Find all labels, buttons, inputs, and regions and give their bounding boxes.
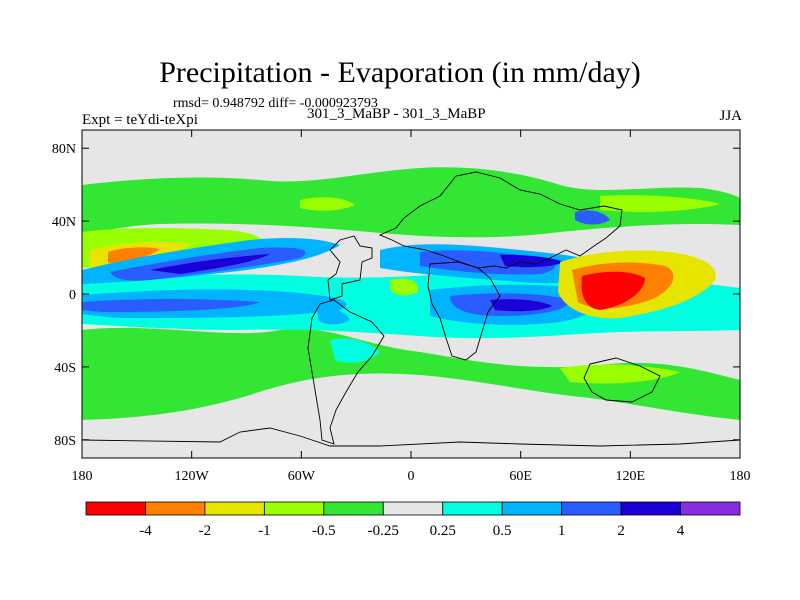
colorbar-swatch [145, 501, 206, 516]
lon-tick-label: 180 [72, 469, 93, 484]
lat-tick-label: 40S [54, 361, 76, 376]
contour-region [300, 197, 355, 211]
contour-fields [82, 167, 740, 420]
colorbar-label: 4 [677, 523, 685, 539]
lon-tick-label: 120E [616, 469, 646, 484]
lat-tick-label: 80S [54, 434, 76, 449]
lon-tick-label: 120W [175, 469, 210, 484]
latitude-axis: 80N 40N 0 40S 80S [52, 142, 740, 449]
contour-region [318, 309, 350, 325]
africa-outline [427, 261, 501, 361]
colorbar-swatch [85, 501, 146, 516]
colorbar-label: -4 [139, 523, 152, 539]
colorbar: -4 -2 -1 -0.5 -0.25 0.25 0.5 1 2 4 [85, 501, 741, 539]
contour-region [600, 195, 720, 212]
colorbar-swatch [680, 501, 741, 516]
colorbar-swatch [442, 501, 503, 516]
lat-tick-label: 0 [69, 288, 76, 303]
colorbar-label: -0.5 [312, 523, 336, 539]
experiment-label: Expt = teYdi-teXpi [82, 112, 198, 128]
lon-tick-label: 60E [509, 469, 532, 484]
colorbar-label: 2 [617, 523, 625, 539]
colorbar-swatch [620, 501, 681, 516]
lon-tick-label: 0 [408, 469, 415, 484]
plot-title: Precipitation - Evaporation (in mm/day) [159, 56, 641, 89]
contour-region [330, 338, 380, 363]
season-label: JJA [719, 108, 742, 124]
lon-tick-label: 180 [730, 469, 751, 484]
contour-region [108, 247, 160, 263]
colorbar-label: 1 [558, 523, 566, 539]
longitude-axis: 180 120W 60W 0 60E 120E 180 [72, 130, 751, 484]
colorbar-swatch [204, 501, 265, 516]
contour-region [575, 210, 610, 225]
colorbar-label: 0.5 [493, 523, 512, 539]
colorbar-label: 0.25 [430, 523, 456, 539]
colorbar-swatch [263, 501, 325, 516]
contour-region [560, 364, 680, 384]
colorbar-swatch [561, 501, 622, 516]
contour-region [82, 327, 740, 420]
colorbar-label: -0.25 [368, 523, 399, 539]
antarctica-outline [81, 427, 741, 447]
south-america-outline [307, 299, 385, 445]
stats-text: rmsd= 0.948792 diff= -0.000923793 [173, 96, 378, 111]
contour-region [500, 254, 565, 268]
australia-outline [583, 357, 661, 403]
colorbar-swatch [501, 501, 563, 516]
lon-tick-label: 60W [288, 469, 316, 484]
coastlines [81, 171, 741, 447]
colorbar-label: -1 [258, 523, 271, 539]
contour-region [150, 254, 270, 274]
north-america-outline [327, 235, 373, 301]
contour-region [390, 278, 419, 296]
contour-region [490, 299, 552, 312]
lat-tick-label: 80N [52, 142, 76, 157]
case-label: 301_3_MaBP - 301_3_MaBP [307, 106, 486, 122]
colorbar-swatch [323, 501, 384, 516]
contour-region [82, 299, 260, 312]
contour-region [581, 271, 645, 310]
colorbar-label: -2 [199, 523, 212, 539]
lat-tick-label: 40N [52, 215, 76, 230]
eurasia-outline [378, 171, 623, 269]
colorbar-swatch [382, 501, 444, 516]
